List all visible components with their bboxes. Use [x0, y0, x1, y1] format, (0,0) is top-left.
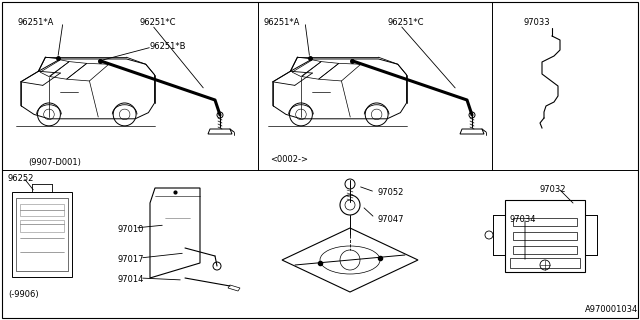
Text: (-9906): (-9906) [8, 290, 38, 299]
Text: 97017: 97017 [118, 255, 145, 264]
Text: 96251*C: 96251*C [140, 18, 177, 27]
Bar [513, 232, 577, 240]
Bar [20, 204, 64, 216]
Text: 97032: 97032 [540, 185, 566, 194]
Text: 97010: 97010 [118, 225, 145, 234]
Text: (9907-D001): (9907-D001) [28, 158, 81, 167]
Bar [513, 218, 577, 226]
Bar [20, 220, 64, 232]
Text: 97052: 97052 [378, 188, 404, 197]
Text: 96251*B: 96251*B [150, 42, 186, 51]
Bar [513, 246, 577, 254]
Bar [510, 258, 580, 268]
Bar [16, 198, 68, 271]
Text: 97047: 97047 [378, 215, 404, 224]
Text: <0002->: <0002-> [270, 155, 308, 164]
Text: 96251*A: 96251*A [264, 18, 300, 27]
Text: A970001034: A970001034 [585, 305, 638, 314]
Text: 96251*A: 96251*A [18, 18, 54, 27]
Text: 97034: 97034 [510, 215, 536, 224]
Text: 96252: 96252 [8, 174, 35, 183]
Text: 97033: 97033 [524, 18, 550, 27]
Text: 96251*C: 96251*C [388, 18, 424, 27]
Text: 97014: 97014 [118, 275, 145, 284]
Bar [12, 192, 72, 277]
